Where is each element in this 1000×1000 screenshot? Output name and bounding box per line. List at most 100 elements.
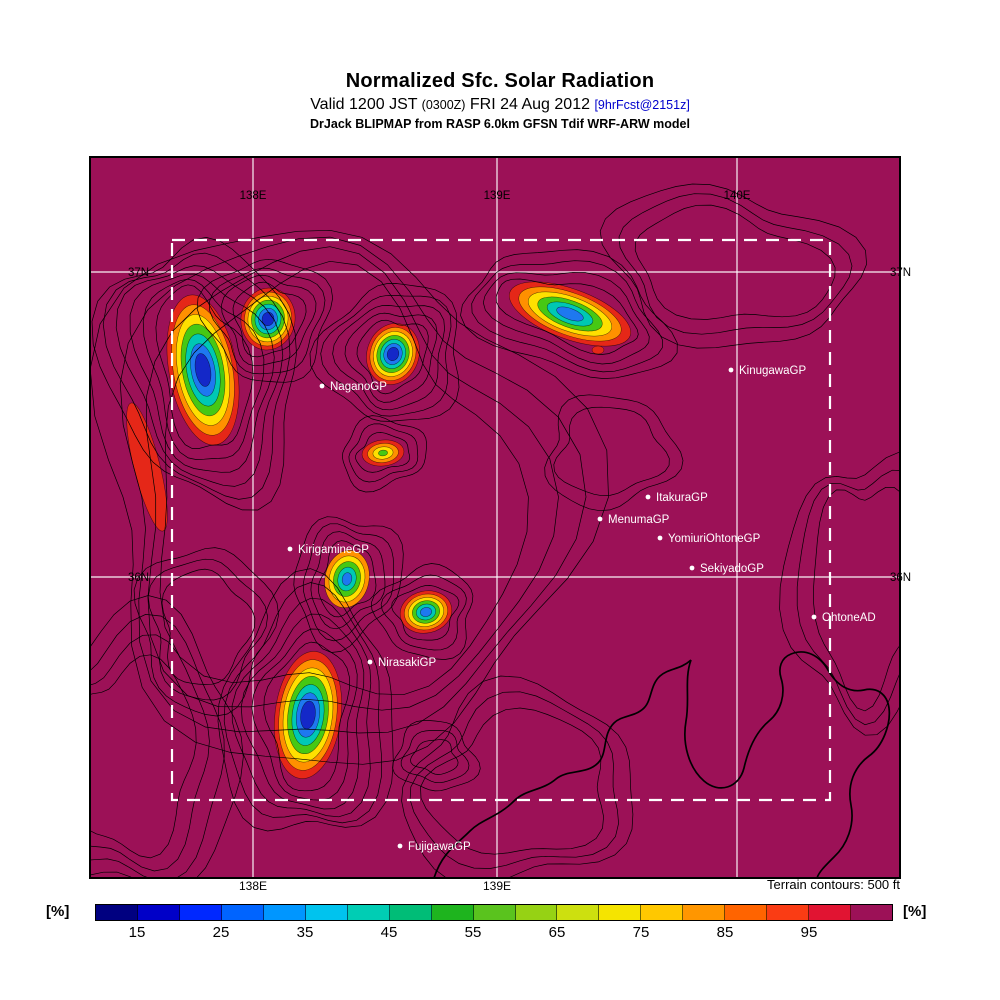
location-dot: [367, 659, 373, 665]
colorbar-segment: [473, 905, 516, 920]
terrain-contour-line: [320, 294, 452, 417]
coastline: [433, 651, 891, 878]
lat-label-right-37n: 37N: [890, 267, 911, 279]
colorbar-ticks: 15 25 35 45 55 65 75 85 95: [95, 924, 893, 942]
terrain-contours: [90, 183, 900, 878]
axis-labels: 138E 139E 140E 37N 37N 36N 36N: [128, 190, 911, 584]
radiation-blob: [361, 439, 405, 467]
terrain-contour-line: [142, 278, 265, 460]
location-marker: KirigamineGP: [287, 544, 369, 556]
terrain-contour-line: [221, 274, 317, 367]
terrain-contour-line: [332, 305, 445, 411]
colorbar-tick: 35: [296, 924, 314, 941]
terrain-contour-line: [232, 281, 307, 358]
colorbar-segment: [641, 905, 684, 920]
location-marker: MenumaGP: [597, 514, 670, 526]
map-border: [89, 156, 901, 879]
terrain-contour-line: [223, 582, 382, 824]
colorbar-segment: [431, 905, 474, 920]
terrain-contour-line: [634, 204, 836, 320]
location-label: OhtoneAD: [822, 612, 876, 624]
terrain-contour-line: [420, 707, 604, 855]
location-dot: [397, 843, 403, 849]
radiation-blob: [324, 550, 370, 608]
terrain-contour-line: [342, 415, 427, 493]
valid-prefix: Valid 1200 JST: [310, 96, 422, 113]
colorbar-segment: [263, 905, 306, 920]
terrain-contour-line: [119, 236, 587, 734]
terrain-contour-line: [263, 641, 350, 792]
valid-line: Valid 1200 JST (0300Z) FRI 24 Aug 2012 […: [0, 96, 1000, 114]
location-label: NirasakiGP: [378, 657, 436, 669]
location-marker: YomiuriOhtoneGP: [657, 533, 761, 545]
location-dot: [811, 614, 817, 620]
radiation-blob: [366, 323, 420, 385]
location-marker: NirasakiGP: [367, 657, 436, 669]
model-line: DrJack BLIPMAP from RASP 6.0km GFSN Tdif…: [310, 117, 690, 131]
terrain-contour-line: [391, 585, 460, 641]
lon-label-top-138e: 138E: [240, 190, 267, 202]
terrain-contour-line: [90, 634, 210, 872]
location-marker: OhtoneAD: [811, 612, 876, 624]
terrain-contour-line: [133, 547, 279, 717]
colorbar-segment: [851, 905, 893, 920]
valid-zulu-time: (0300Z): [421, 98, 466, 112]
coastline-sagami: [433, 659, 692, 878]
terrain-contour-line: [813, 486, 900, 712]
terrain-contour-line: [544, 394, 684, 512]
location-marker: ItakuraGP: [645, 492, 708, 504]
radiation-blob: [166, 294, 240, 446]
terrain-contour-line: [599, 183, 867, 349]
location-dot: [287, 546, 293, 552]
terrain-contour-line: [102, 252, 291, 500]
model-domain-dashed-box: [170, 238, 832, 802]
lon-label-top-140e: 140E: [724, 190, 751, 202]
colorbar-segment: [347, 905, 390, 920]
terrain-contour-line: [355, 432, 411, 473]
colorbar-segment: [683, 905, 726, 920]
valid-date: FRI 24 Aug 2012: [465, 96, 595, 113]
location-label: NaganoGP: [330, 381, 387, 393]
terrain-contour-line: [147, 558, 268, 701]
radiation-blob: [240, 287, 296, 351]
terrain-contour-line: [217, 568, 394, 832]
colorbar-segment: [137, 905, 180, 920]
terrain-contour-line: [90, 595, 244, 878]
terrain-contour-line: [779, 451, 900, 736]
colorbar-tick: 25: [212, 924, 230, 941]
colorbar-tick: 95: [800, 924, 818, 941]
location-marker: FujigawaGP: [397, 841, 471, 853]
terrain-contour-line: [161, 568, 256, 685]
location-label: MenumaGP: [608, 514, 670, 526]
colorbar-segment: [767, 905, 810, 920]
terrain-contour-line: [344, 312, 438, 403]
colorbar-tick: 75: [632, 924, 650, 941]
location-marker: KinugawaGP: [728, 365, 806, 377]
map-background: [90, 157, 900, 878]
terrain-contour-line: [356, 319, 429, 395]
lat-label-right-36n: 36N: [890, 572, 911, 584]
terrain-contour-line: [231, 597, 372, 818]
lat-label-left-37n: 37N: [128, 267, 149, 279]
colorbar-tick: 65: [548, 924, 566, 941]
page-title: Normalized Sfc. Solar Radiation: [345, 70, 655, 92]
location-label: FujigawaGP: [408, 841, 471, 853]
terrain-contour-line: [410, 739, 459, 775]
terrain-contour-line: [129, 273, 275, 473]
terrain-contour-line: [209, 267, 326, 375]
colorbar-segment: [96, 905, 138, 920]
solar-radiation-map: 138E 139E 140E 37N 37N 36N 36N NaganoGP K…: [89, 156, 911, 879]
terrain-contour-line: [159, 260, 529, 696]
coastline-tokyo-bay: [684, 651, 891, 878]
radiation-blob-ring: [341, 572, 353, 586]
terrain-contour-line: [482, 271, 650, 365]
terrain-contour-line: [401, 675, 634, 878]
colorbar: [95, 904, 893, 921]
lon-label-bottom-139e: 139E: [482, 879, 512, 893]
radiation-blob: [274, 651, 342, 779]
terrain-contour-line: [371, 563, 474, 660]
colorbar-unit-left: [%]: [46, 903, 70, 920]
location-label: SekiyadoGP: [700, 563, 764, 575]
colorbar-segment: [557, 905, 600, 920]
